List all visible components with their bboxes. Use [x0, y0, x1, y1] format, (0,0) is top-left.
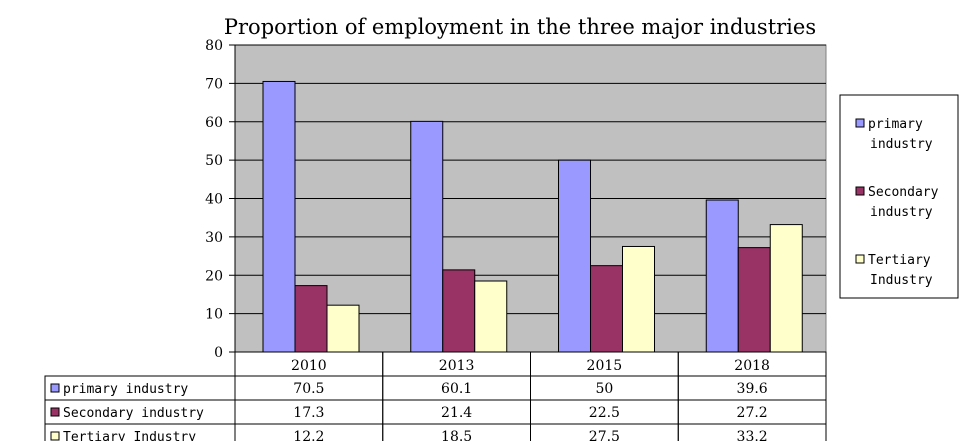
table-swatch — [50, 431, 60, 441]
data-label: 27.5 — [589, 429, 620, 441]
legend-label: industry — [870, 137, 933, 152]
bar — [410, 120, 444, 353]
legend-label: Tertiary — [868, 253, 931, 268]
legend-box — [839, 94, 959, 299]
data-label: 39.6 — [737, 381, 768, 397]
bar — [705, 199, 739, 353]
table-series-name: Tertiary Industry — [63, 430, 196, 441]
legend-swatch — [855, 118, 865, 128]
data-label: 12.2 — [293, 429, 324, 441]
bar — [294, 285, 328, 353]
legend-label: Secondary — [868, 185, 939, 200]
data-label: 22.5 — [589, 405, 620, 421]
chart-title: Proportion of employment in the three ma… — [224, 15, 816, 39]
data-label: 27.2 — [737, 405, 768, 421]
y-tick-label: 10 — [205, 307, 223, 323]
y-tick-label: 70 — [205, 76, 223, 92]
legend-label: Industry — [870, 273, 933, 288]
legend-label: primary — [868, 117, 923, 132]
bar — [622, 245, 655, 353]
y-tick-label: 40 — [205, 192, 223, 208]
plot-area: 0 10 20 30 40 50 60 70 80 — [205, 38, 827, 361]
data-label: 33.2 — [737, 429, 768, 441]
table-swatch — [50, 407, 60, 417]
data-label: 50 — [595, 381, 613, 397]
bar — [769, 224, 803, 353]
table-swatch — [50, 383, 60, 393]
y-tick-label: 20 — [205, 268, 223, 284]
bar — [442, 269, 476, 353]
x-tick-label: 2010 — [291, 358, 327, 374]
legend-swatch — [855, 254, 865, 264]
bar — [474, 280, 508, 353]
x-tick-label: 2013 — [439, 358, 475, 374]
data-label: 70.5 — [293, 381, 324, 397]
data-label: 17.3 — [293, 405, 324, 421]
x-tick-label: 2018 — [734, 358, 770, 374]
y-tick-label: 30 — [205, 230, 223, 246]
bar — [737, 247, 771, 353]
legend-label: industry — [870, 205, 933, 220]
data-label: 21.4 — [441, 405, 472, 421]
y-tick-label: 50 — [205, 153, 223, 169]
bar — [590, 265, 623, 353]
data-label: 60.1 — [441, 381, 472, 397]
table-cell — [677, 423, 827, 445]
bar — [326, 304, 360, 353]
bar — [262, 80, 296, 353]
y-tick-label: 80 — [205, 38, 223, 54]
y-tick-label: 60 — [205, 115, 223, 131]
bar — [558, 159, 591, 353]
data-table: 2010 2013 2015 2018 primary industry 70.5 60.1… — [44, 351, 827, 445]
table-series-name: primary industry — [63, 382, 188, 397]
y-tick-label: 0 — [214, 345, 223, 361]
x-tick-label: 2015 — [587, 358, 623, 374]
legend: primary industry Secondary industry Tertiary… — [839, 94, 959, 299]
table-series-name: Secondary industry — [63, 406, 204, 421]
data-label: 18.5 — [441, 429, 472, 441]
legend-swatch — [855, 186, 865, 196]
